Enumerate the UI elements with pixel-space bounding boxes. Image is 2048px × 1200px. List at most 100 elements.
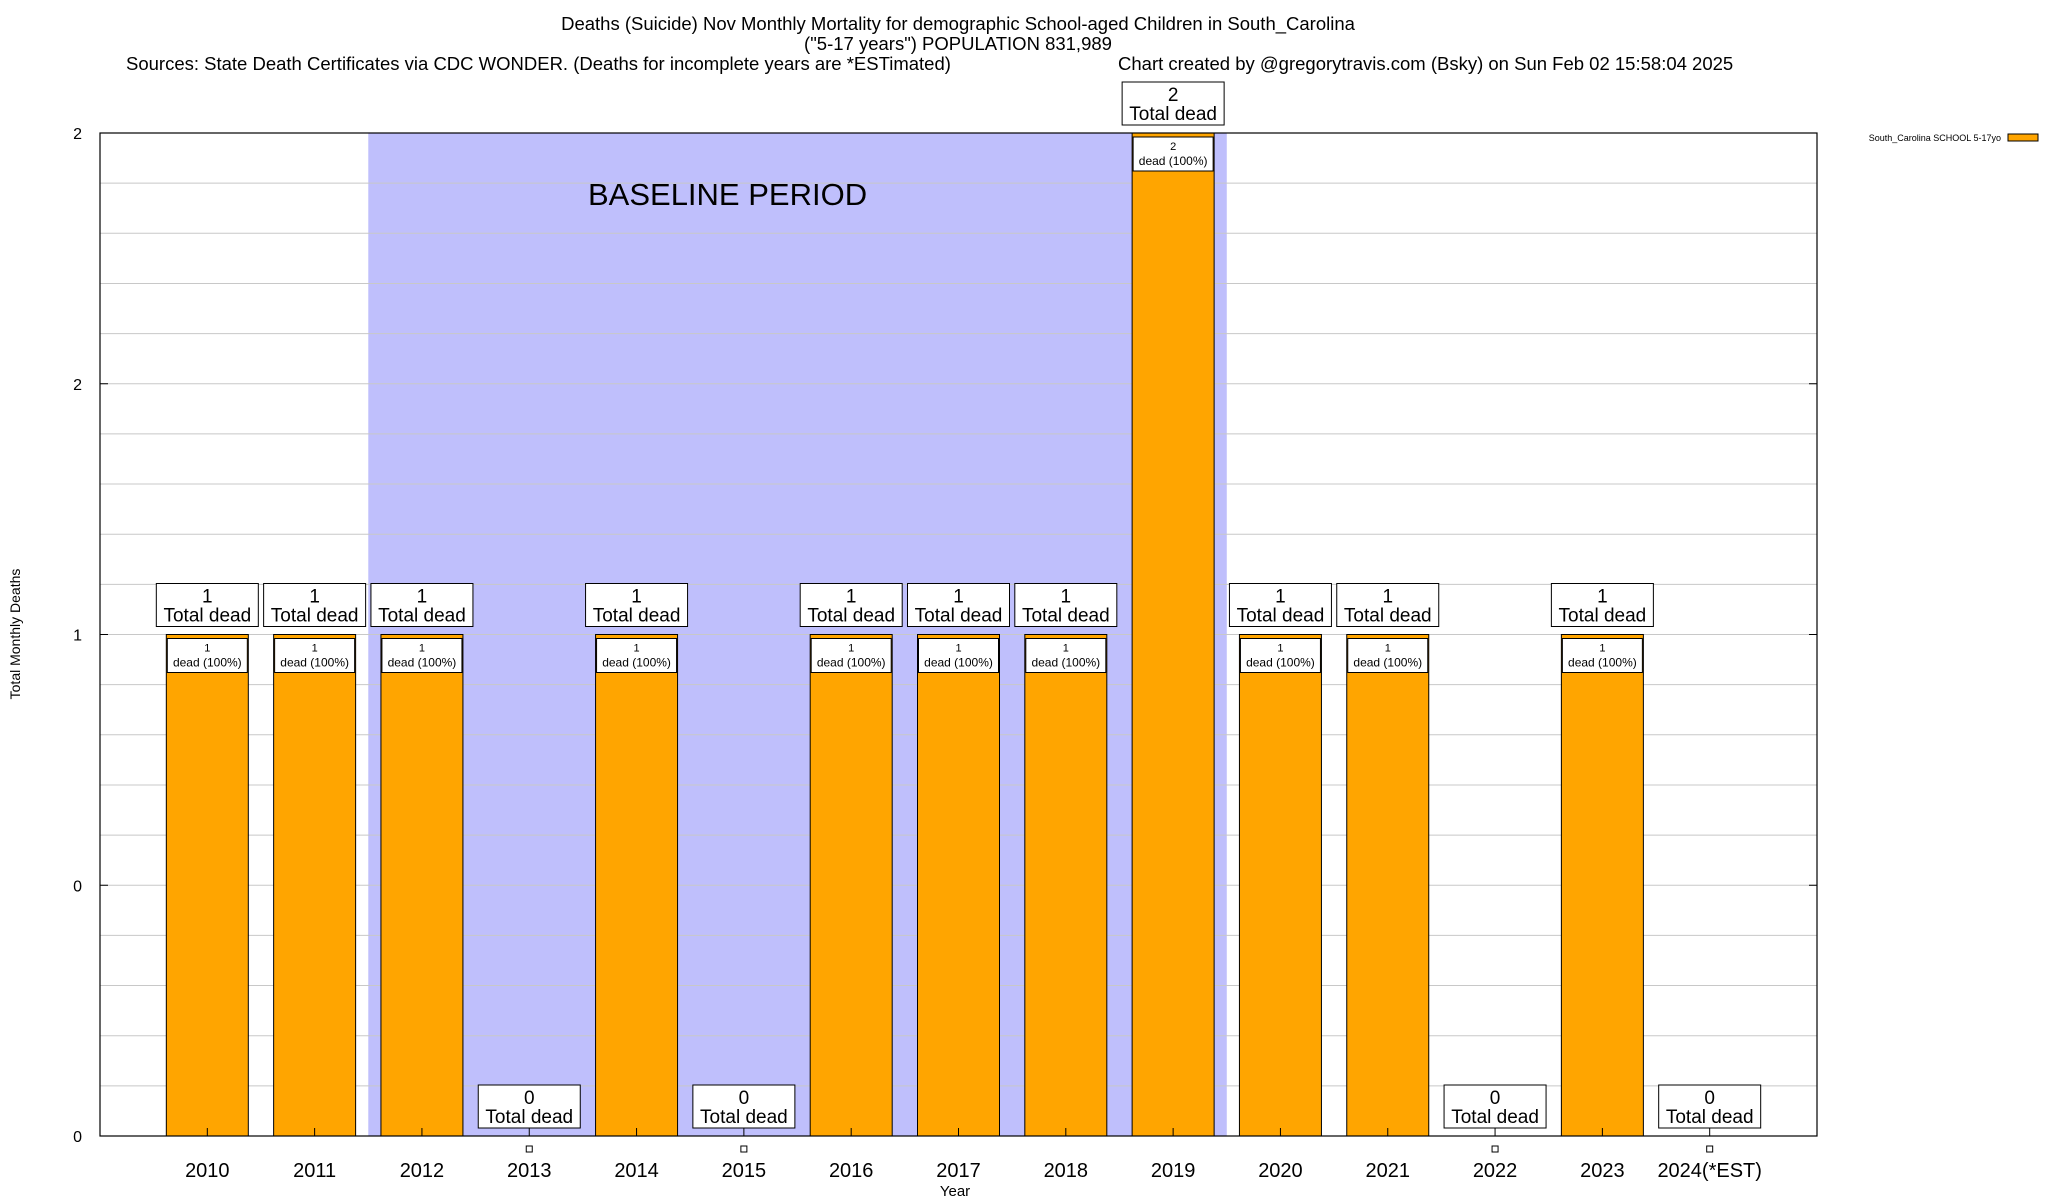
bar-label-percent: dead (100%): [1246, 656, 1315, 670]
chart-credit: Chart created by @gregorytravis.com (Bsk…: [1118, 53, 1734, 74]
bar-2017: [917, 634, 1000, 1137]
y-tick-label: 0: [73, 878, 82, 895]
total-label-count: 1: [1061, 587, 1072, 608]
total-label-box: [1336, 583, 1440, 627]
bar-2016: [809, 634, 893, 1137]
total-label-count: 0: [524, 1088, 535, 1109]
bar-label-box: [166, 638, 248, 673]
x-tick-label: 2022: [1473, 1160, 1518, 1182]
total-label-text: Total dead: [1129, 104, 1217, 125]
x-tick-label: 2020: [1258, 1160, 1303, 1182]
bar-2021: [1346, 634, 1430, 1137]
legend-entry-label: South_Carolina SCHOOL 5-17yo: [1869, 133, 2001, 143]
bar-label-percent: dead (100%): [817, 656, 886, 670]
total-label-text: Total dead: [1666, 1107, 1754, 1128]
bar-2010: [165, 634, 249, 1137]
bar-label-percent: dead (100%): [1031, 656, 1100, 670]
x-tick-label: 2018: [1044, 1160, 1089, 1182]
x-tick-label: 2012: [400, 1160, 445, 1182]
bar-label-count: 1: [1063, 643, 1069, 655]
x-tick-label: 2024(*EST): [1657, 1160, 1762, 1182]
bar-label-count: 1: [955, 643, 961, 655]
legend: South_Carolina SCHOOL 5-17yo: [1869, 133, 2039, 143]
total-label-box: [155, 583, 259, 627]
total-label-box: [1658, 1084, 1762, 1129]
chart-title-line2: ("5-17 years") POPULATION 831,989: [804, 33, 1112, 54]
legend-swatch: [2007, 133, 2039, 142]
x-tick-label: 2021: [1366, 1160, 1411, 1182]
total-label-text: Total dead: [700, 1107, 788, 1128]
x-axis-label: Year: [940, 1183, 970, 1200]
total-label-box: [1550, 583, 1654, 627]
total-label-box: [1443, 1084, 1547, 1129]
bar-label-percent: dead (100%): [1568, 656, 1637, 670]
total-label-box: [585, 583, 689, 627]
bar-label-count: 1: [848, 643, 854, 655]
bar-label-percent: dead (100%): [388, 656, 457, 670]
total-label-text: Total dead: [1451, 1107, 1539, 1128]
bar-label-box: [1025, 638, 1107, 673]
x-tick-label: 2015: [722, 1160, 767, 1182]
bar-label-percent: dead (100%): [280, 656, 349, 670]
bar-2020: [1238, 634, 1322, 1137]
bar-2011: [273, 634, 357, 1137]
bar-label-count: 1: [419, 643, 425, 655]
bar-label-box: [1132, 136, 1214, 172]
total-label-count: 1: [846, 587, 857, 608]
total-label-text: Total dead: [1344, 606, 1432, 627]
bar-label-box: [274, 638, 356, 673]
y-axis-label: Total Monthly Deaths: [7, 569, 23, 700]
total-label-count: 0: [1704, 1088, 1715, 1109]
plot-frame: [99, 132, 1818, 1137]
bar-label-box: [1561, 638, 1643, 673]
total-label-box: [692, 1084, 796, 1129]
bar-label-box: [810, 638, 892, 673]
total-label-text: Total dead: [593, 606, 681, 627]
chart-sources: Sources: State Death Certificates via CD…: [126, 53, 951, 74]
zero-marker-2013: [525, 1145, 533, 1153]
total-label-count: 0: [1490, 1088, 1501, 1109]
total-label-text: Total dead: [378, 606, 466, 627]
total-label-count: 2: [1168, 85, 1179, 106]
x-tick-label: 2014: [614, 1160, 659, 1182]
bar-label-percent: dead (100%): [173, 656, 242, 670]
bar-label-percent: dead (100%): [1353, 656, 1422, 670]
y-tick-label: 1: [73, 628, 82, 645]
total-label-box: [1228, 583, 1332, 627]
total-label-text: Total dead: [1559, 606, 1647, 627]
x-tick-label: 2016: [829, 1160, 874, 1182]
bar-2018: [1024, 634, 1108, 1137]
total-label-count: 1: [202, 587, 213, 608]
zero-marker-2015: [740, 1145, 748, 1153]
total-label-text: Total dead: [271, 606, 359, 627]
total-label-count: 1: [631, 587, 642, 608]
zero-marker-2022: [1491, 1145, 1499, 1153]
total-label-box: [477, 1084, 581, 1129]
total-label-text: Total dead: [163, 606, 251, 627]
total-label-box: [1121, 81, 1225, 126]
chart-title-line1: Deaths (Suicide) Nov Monthly Mortality f…: [561, 13, 1355, 34]
total-label-count: 1: [1597, 587, 1608, 608]
bar-label-box: [596, 638, 678, 673]
zero-marker-2024(*EST): [1706, 1145, 1714, 1153]
total-label-text: Total dead: [915, 606, 1003, 627]
bar-label-count: 1: [1385, 643, 1391, 655]
x-tick-label: 2023: [1580, 1160, 1625, 1182]
x-tick-label: 2019: [1151, 1160, 1196, 1182]
total-label-count: 1: [417, 587, 428, 608]
baseline-period-label: BASELINE PERIOD: [588, 177, 867, 212]
bar-label-percent: dead (100%): [602, 656, 671, 670]
bar-2023: [1560, 634, 1644, 1137]
bar-label-box: [381, 638, 463, 673]
bar-label-count: 1: [204, 643, 210, 655]
x-tick-label: 2010: [185, 1160, 230, 1182]
bar-label-count: 1: [312, 643, 318, 655]
total-label-text: Total dead: [485, 1107, 573, 1128]
bar-label-count: 2: [1170, 141, 1176, 153]
bar-label-count: 1: [634, 643, 640, 655]
total-label-box: [907, 583, 1010, 627]
x-tick-label: 2017: [936, 1160, 981, 1182]
bar-label-percent: dead (100%): [1139, 154, 1208, 168]
total-label-box: [1014, 583, 1118, 627]
